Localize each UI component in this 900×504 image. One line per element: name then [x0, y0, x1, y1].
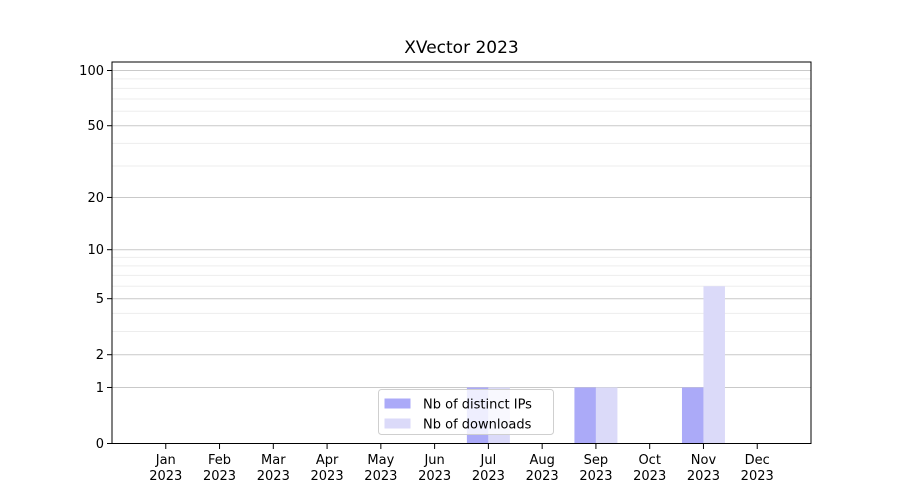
legend-box: [378, 389, 554, 435]
bar-sep-distinct-ips: [574, 387, 596, 444]
x-tick-label-month: Feb: [208, 453, 231, 468]
y-tick-label: 20: [87, 191, 104, 206]
x-tick-label-year: 2023: [526, 469, 559, 484]
x-tick-label-month: Sep: [584, 453, 609, 468]
chart-title: XVector 2023: [404, 38, 518, 58]
x-tick-label-month: May: [367, 453, 394, 468]
x-tick-label-month: Jun: [423, 453, 444, 468]
x-tick-label-year: 2023: [364, 469, 397, 484]
y-tick-label: 1: [96, 381, 104, 396]
x-tick-label-year: 2023: [472, 469, 505, 484]
x-tick-label-month: Jan: [155, 453, 176, 468]
y-tick-label: 5: [96, 292, 104, 307]
legend-swatch-downloads: [384, 418, 411, 429]
x-tick-label-year: 2023: [203, 469, 236, 484]
x-tick-label-year: 2023: [311, 469, 344, 484]
y-tick-label: 0: [96, 437, 104, 452]
plot-border: [111, 61, 812, 444]
x-tick-label-year: 2023: [418, 469, 451, 484]
x-tick-label-year: 2023: [633, 469, 666, 484]
bar-nov-downloads: [703, 286, 725, 444]
bar-sep-downloads: [595, 387, 618, 444]
x-tick-label-month: Jul: [480, 453, 497, 468]
legend: Nb of distinct IPs Nb of downloads: [378, 389, 554, 435]
x-tick-label-year: 2023: [741, 469, 774, 484]
tick-layer: 0125102050100Jan2023Feb2023Mar2023Apr202…: [79, 64, 774, 484]
x-tick-label-month: Nov: [691, 453, 717, 468]
x-tick-label-month: Dec: [745, 453, 770, 468]
y-tick-label: 100: [79, 64, 104, 79]
legend-label-distinct-ips: Nb of distinct IPs: [423, 398, 532, 413]
x-tick-label-year: 2023: [257, 469, 290, 484]
y-tick-label: 10: [87, 243, 104, 258]
x-tick-label-month: Aug: [529, 453, 554, 468]
x-tick-label-year: 2023: [579, 469, 612, 484]
x-tick-label-year: 2023: [149, 469, 182, 484]
x-tick-label-month: Oct: [638, 453, 660, 468]
y-tick-label: 50: [87, 119, 104, 134]
legend-label-downloads: Nb of downloads: [423, 418, 532, 433]
x-tick-label-month: Apr: [316, 453, 339, 468]
bar-nov-distinct-ips: [681, 387, 704, 444]
legend-swatch-distinct-ips: [384, 398, 411, 409]
x-tick-label-month: Mar: [261, 453, 286, 468]
y-tick-label: 2: [96, 348, 104, 363]
x-tick-label-year: 2023: [687, 469, 720, 484]
